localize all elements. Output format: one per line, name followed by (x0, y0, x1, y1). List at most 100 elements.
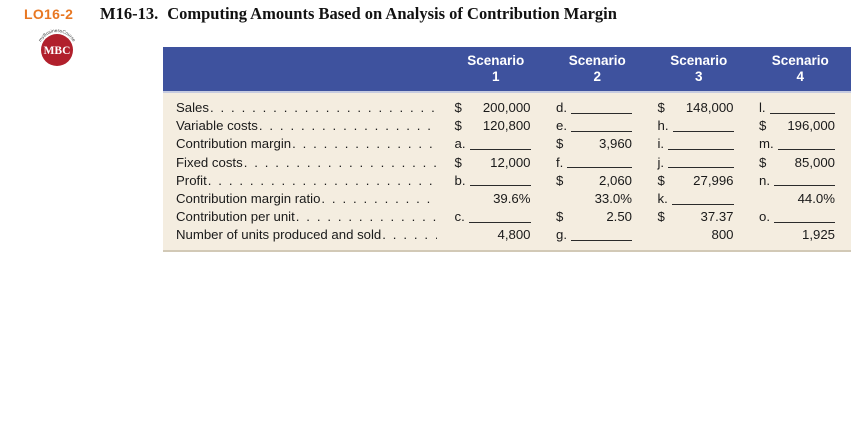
amount-value: 196,000 (787, 118, 835, 134)
value-cell: 800 (648, 226, 750, 244)
value-box: $148,000 (658, 99, 734, 117)
column-header-number: 4 (796, 69, 804, 84)
currency-symbol: $ (657, 172, 665, 188)
table-header: Scenario 1 Scenario 2 Scenario 3 Scenario 4 (163, 47, 851, 93)
answer-letter: k. (657, 190, 668, 206)
value-box: 44.0% (759, 190, 835, 208)
answer-blank-line (774, 208, 835, 223)
row-label-cell: Contribution margin. . . . . . . . . . .… (163, 135, 445, 153)
currency-symbol: $ (454, 154, 462, 170)
mbc-logo: myBusinessCourse MBC (33, 22, 81, 70)
amount-value: 120,800 (482, 118, 531, 134)
table-row: Sales. . . . . . . . . . . . . . . . . .… (163, 99, 851, 117)
answer-letter: d. (556, 100, 567, 115)
answer-blank-line (769, 99, 835, 114)
mbc-logo-initials: MBC (44, 45, 71, 57)
answer-letter: e. (556, 118, 567, 134)
value-cell: $120,800 (445, 117, 547, 135)
mbc-logo-circle (41, 34, 73, 66)
amount-value: 85,000 (794, 154, 835, 170)
mbc-logo-graphic: myBusinessCourse MBC (37, 28, 77, 66)
value-cell: d. (547, 99, 649, 117)
answer-blank-line (777, 135, 835, 151)
exercise-title: Computing Amounts Based on Analysis of C… (167, 4, 617, 23)
table-row: Profit. . . . . . . . . . . . . . . . . … (163, 172, 851, 190)
row-label: Fixed costs (176, 154, 243, 170)
value-cell: n. (750, 172, 852, 190)
row-label: Contribution margin (176, 136, 292, 152)
amount-value: 27,996 (693, 172, 734, 188)
answer-blank-line (571, 99, 632, 114)
row-label-cell: Sales. . . . . . . . . . . . . . . . . .… (163, 99, 445, 117)
contribution-margin-table: Scenario 1 Scenario 2 Scenario 3 Scenario 4 Sal… (163, 47, 851, 252)
currency-symbol: $ (759, 154, 767, 170)
dot-leader: . . . . . . . . . . . . . . . . . . . . … (382, 227, 437, 243)
value-cell: m. (750, 135, 852, 153)
answer-blank-line (571, 117, 632, 132)
value-box: d. (556, 99, 632, 117)
table-row: Contribution margin. . . . . . . . . . .… (163, 135, 851, 153)
learning-objective-tag: LO16-2 (24, 6, 74, 22)
value-box: h. (658, 117, 734, 135)
answer-blank-line (468, 208, 531, 223)
currency-symbol: $ (454, 118, 462, 134)
currency-symbol: $ (657, 100, 665, 115)
value-box: 33.0% (556, 190, 632, 208)
value-box: $2,060 (556, 172, 632, 190)
value-cell: 44.0% (750, 190, 852, 208)
row-label-cell: Fixed costs. . . . . . . . . . . . . . .… (163, 154, 445, 172)
table-row: Fixed costs. . . . . . . . . . . . . . .… (163, 154, 851, 172)
value-cell: 33.0% (547, 190, 649, 208)
answer-blank-line (469, 172, 531, 187)
exercise-headline: M16-13. Computing Amounts Based on Analys… (100, 4, 617, 24)
table-row: Contribution margin ratio. . . . . . . .… (163, 190, 851, 208)
value-box: 1,925 (759, 226, 835, 244)
currency-symbol: $ (454, 100, 462, 115)
value-cell: b. (445, 172, 547, 190)
amount-value: 33.0% (594, 190, 632, 206)
table-row: Contribution per unit. . . . . . . . . .… (163, 208, 851, 226)
currency-symbol: $ (657, 209, 665, 225)
dot-leader: . . . . . . . . . . . . . . . . . . . . … (258, 118, 437, 134)
value-cell: c. (445, 208, 547, 226)
amount-value: 148,000 (685, 100, 734, 115)
value-box: $85,000 (759, 154, 835, 172)
row-label-cell: Contribution margin ratio. . . . . . . .… (163, 190, 445, 208)
answer-blank-line (571, 226, 632, 241)
currency-symbol: $ (759, 118, 767, 134)
value-cell: $3,960 (547, 135, 649, 153)
value-cell: $27,996 (648, 172, 750, 190)
value-box: n. (759, 172, 835, 190)
value-box: l. (759, 99, 835, 117)
answer-letter: b. (454, 172, 466, 188)
answer-letter: m. (759, 136, 774, 152)
value-cell: $200,000 (445, 99, 547, 117)
row-label: Contribution margin ratio (176, 190, 321, 206)
amount-value: 200,000 (482, 100, 531, 115)
row-label-cell: Number of units produced and sold. . . .… (163, 226, 445, 244)
row-label-cell: Contribution per unit. . . . . . . . . .… (163, 208, 445, 226)
value-box: a. (455, 135, 531, 153)
answer-letter: i. (657, 136, 665, 152)
value-cell: j. (648, 154, 750, 172)
value-box: j. (658, 154, 734, 172)
exercise-number: M16-13. (100, 4, 159, 23)
dot-leader: . . . . . . . . . . . . . . . . . . . . … (207, 172, 437, 188)
value-cell: g. (547, 226, 649, 244)
value-cell: $37.37 (648, 208, 750, 226)
answer-letter: l. (759, 100, 766, 115)
row-label: Contribution per unit (176, 209, 295, 225)
table-header-spacer (163, 47, 445, 91)
row-label: Number of units produced and sold (176, 227, 382, 243)
value-box: k. (658, 190, 734, 208)
row-label: Profit (176, 172, 207, 188)
column-header-scenario-2: Scenario 2 (547, 47, 649, 91)
value-cell: 1,925 (750, 226, 852, 244)
value-cell: e. (547, 117, 649, 135)
value-cell: 39.6% (445, 190, 547, 208)
answer-letter: o. (759, 209, 770, 225)
answer-blank-line (672, 117, 734, 132)
value-cell: a. (445, 135, 547, 153)
value-box: $27,996 (658, 172, 734, 190)
row-label: Sales (176, 100, 209, 115)
